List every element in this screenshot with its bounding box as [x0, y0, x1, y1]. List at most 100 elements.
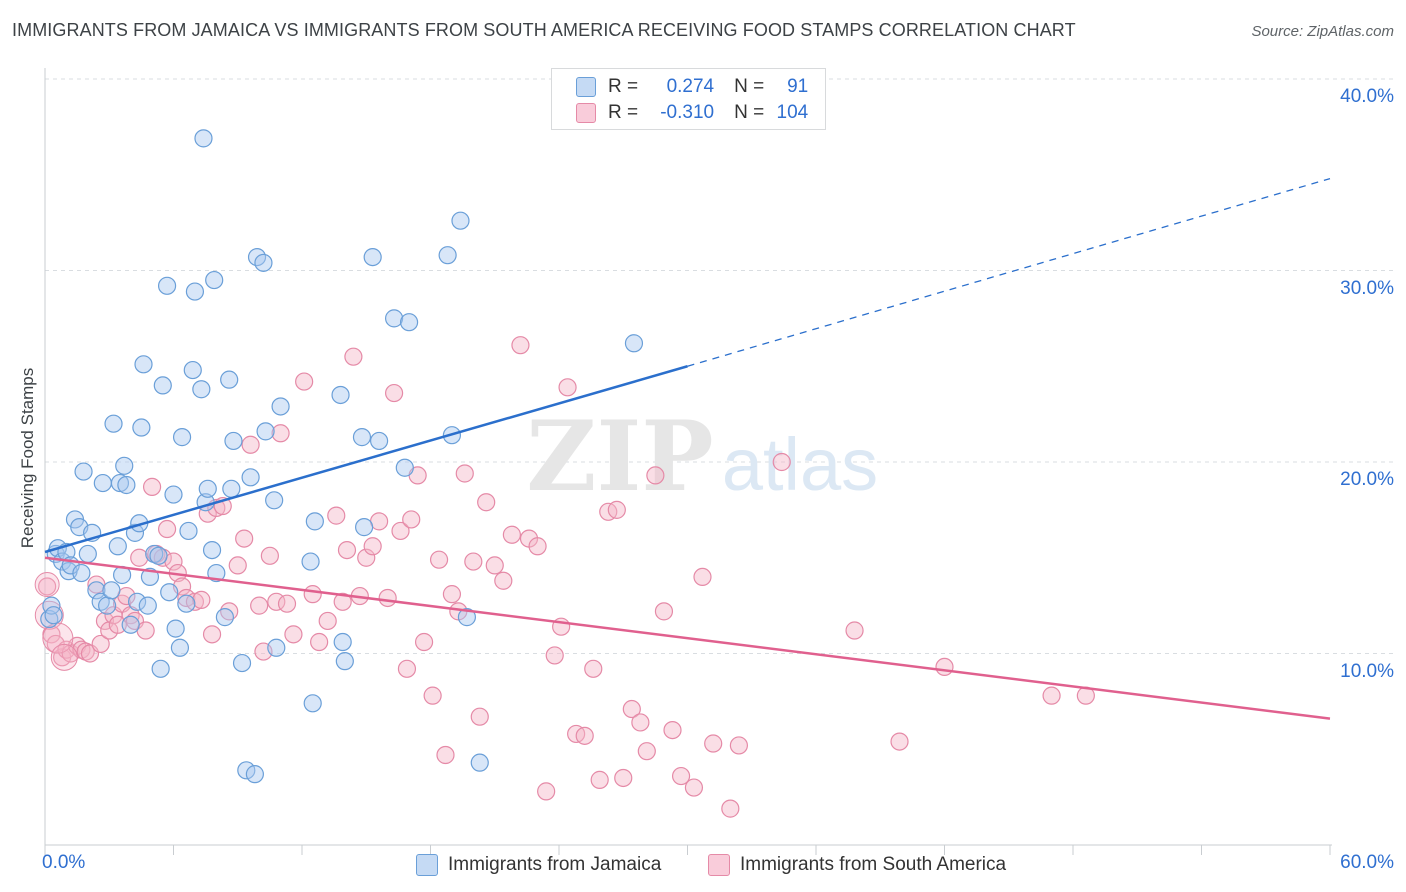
south-america-point-59	[378, 588, 397, 608]
jamaica-point-59	[232, 653, 252, 673]
south-america-point-99	[684, 778, 704, 797]
y-tick-label-30: 30.0%	[1340, 277, 1394, 299]
south-america-point-108	[1042, 686, 1061, 705]
south-america-point-65	[414, 632, 434, 652]
south-america-point-42	[260, 546, 279, 565]
south-america-cluster-2	[50, 643, 78, 671]
jamaica-point-80	[395, 458, 414, 477]
south-america-point-61	[391, 521, 410, 541]
jamaica-point-61	[241, 468, 260, 487]
jamaica-point-35	[149, 546, 168, 565]
south-america-point-73	[470, 707, 489, 726]
south-america-point-51	[327, 506, 346, 525]
south-america-point-47	[295, 372, 314, 391]
south-america-point-88	[590, 770, 609, 789]
jamaica-point-53	[205, 270, 224, 290]
jamaica-point-41	[166, 619, 185, 638]
south-america-point-94	[637, 742, 656, 761]
south-america-point-53	[337, 540, 357, 560]
legend-row-south-america: R = -0.310 N = 104	[576, 101, 808, 125]
south-america-point-33	[202, 625, 222, 644]
y-tick-label-40: 40.0%	[1340, 86, 1394, 107]
bottom-legend-jamaica: Immigrants from Jamaica	[416, 852, 661, 878]
south-america-point-77	[502, 525, 521, 544]
south-america-point-40	[250, 596, 269, 615]
jamaica-point-39	[160, 583, 179, 602]
x-tick-label-max: 60.0%	[1340, 852, 1394, 873]
south-america-point-52	[333, 592, 352, 611]
jamaica-point-49	[194, 129, 213, 148]
jamaica-point-25	[117, 475, 136, 495]
south-america-cluster-0	[34, 600, 64, 630]
legend-swatch-jamaica	[576, 77, 596, 97]
chart-title: IMMIGRANTS FROM JAMAICA VS IMMIGRANTS FR…	[12, 20, 1076, 40]
south-america-point-54	[344, 347, 363, 366]
south-america-point-90	[607, 500, 626, 519]
jamaica-point-68	[271, 397, 290, 416]
watermark-zip: ZIP	[526, 400, 713, 513]
south-america-point-63	[402, 510, 421, 529]
jamaica-point-13	[78, 544, 97, 564]
south-america-point-93	[631, 713, 650, 732]
south-america-point-75	[485, 556, 504, 575]
jamaica-point-85	[457, 608, 477, 627]
south-america-point-62	[397, 659, 417, 678]
south-america-point-92	[622, 699, 641, 719]
jamaica-point-65	[256, 422, 275, 441]
jamaica-point-74	[335, 652, 354, 671]
south-america-point-50	[318, 611, 337, 631]
jamaica-point-66	[265, 491, 284, 510]
legend-r-label-south-america: R =	[608, 102, 639, 123]
south-america-points	[34, 336, 1095, 818]
jamaica-point-75	[352, 428, 372, 447]
jamaica-point-76	[355, 518, 374, 537]
jamaica-point-79	[384, 309, 404, 328]
south-america-point-38	[235, 529, 254, 548]
jamaica-point-37	[153, 376, 172, 395]
south-america-point-80	[528, 537, 547, 556]
jamaica-point-11	[72, 563, 91, 583]
south-america-point-78	[511, 336, 530, 355]
jamaica-point-36	[151, 659, 170, 678]
jamaica-point-56	[220, 370, 239, 389]
y-tick-label-20: 20.0%	[1340, 469, 1394, 490]
y-tick-label-10: 10.0%	[1340, 660, 1394, 682]
south-america-point-37	[228, 556, 247, 575]
jamaica-point-22	[110, 473, 130, 493]
jamaica-trend-line	[44, 365, 688, 554]
south-america-point-29	[177, 588, 196, 608]
jamaica-point-62	[245, 765, 264, 784]
south-america-point-22	[142, 477, 162, 496]
bottom-legend-swatch-jamaica	[416, 854, 438, 876]
south-america-point-49	[310, 632, 329, 652]
south-america-point-68	[436, 745, 455, 765]
south-america-point-48	[303, 585, 322, 604]
south-america-point-71	[455, 464, 474, 483]
bottom-legend-south-america: Immigrants from South America	[708, 852, 1006, 878]
south-america-point-97	[663, 720, 682, 740]
south-america-point-98	[671, 766, 691, 786]
jamaica-points	[40, 129, 644, 784]
legend-r-label-jamaica: R =	[608, 76, 639, 97]
south-america-point-45	[277, 594, 297, 613]
jamaica-point-27	[125, 523, 145, 542]
stats-legend: R = 0.274 N = 91 R = -0.310 N = 104	[551, 68, 826, 130]
legend-n-label-jamaica: N =	[734, 76, 765, 97]
jamaica-point-32	[138, 596, 157, 615]
jamaica-point-87	[624, 334, 644, 353]
jamaica-point-26	[121, 615, 140, 634]
jamaica-point-64	[254, 253, 273, 272]
jamaica-point-45	[179, 521, 198, 541]
south-america-point-82	[545, 646, 564, 665]
jamaica-point-69	[301, 552, 320, 571]
jamaica-point-67	[267, 638, 286, 657]
south-america-point-67	[429, 550, 449, 569]
south-america-point-103	[729, 736, 749, 755]
south-america-point-72	[464, 552, 483, 571]
jamaica-point-44	[177, 594, 196, 613]
south-america-point-96	[654, 602, 674, 621]
jamaica-point-12	[74, 462, 93, 481]
jamaica-point-31	[134, 355, 153, 374]
jamaica-trend-extension	[687, 177, 1331, 367]
